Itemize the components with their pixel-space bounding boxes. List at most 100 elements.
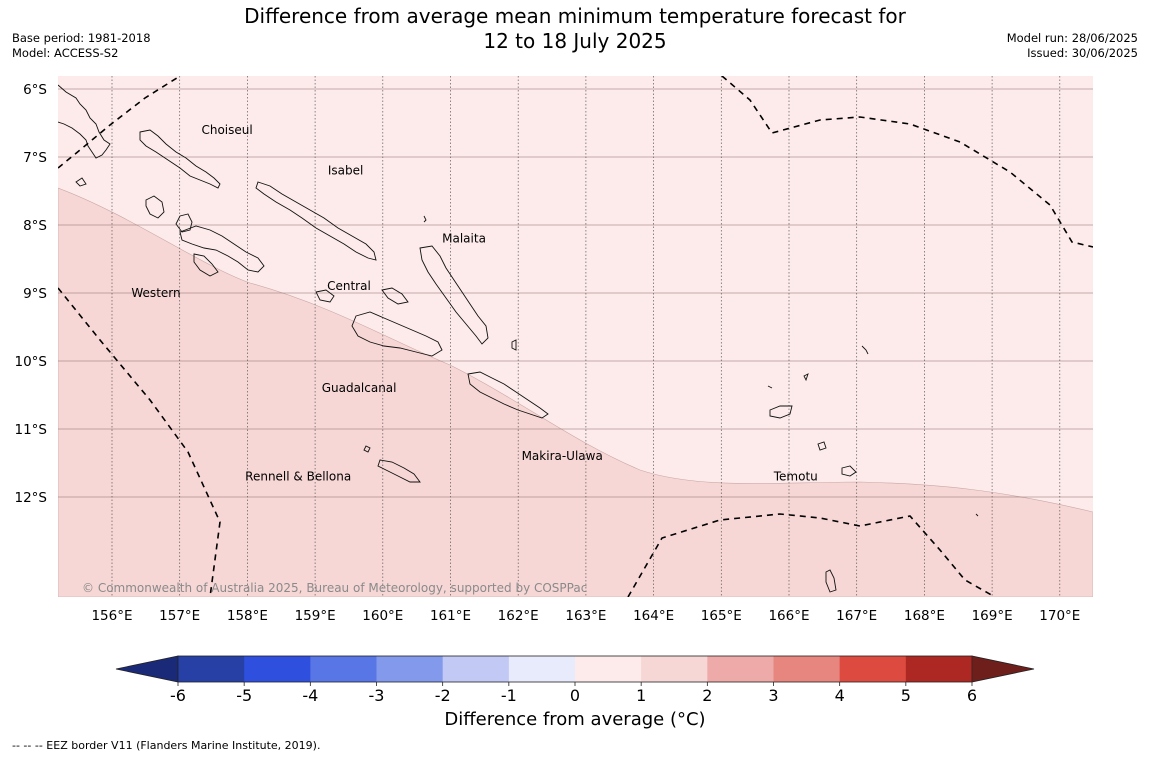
- latitude-label: 6°S: [23, 82, 47, 98]
- island-rendova: [193, 253, 219, 277]
- forecast-band-1-2: [58, 187, 1093, 597]
- colorbar-tick-label: -1: [501, 686, 517, 705]
- colorbar-tick-label: 4: [835, 686, 845, 705]
- longitude-label: 168°E: [904, 608, 945, 624]
- longitude-label: 169°E: [972, 608, 1013, 624]
- colorbar-tick-label: 1: [636, 686, 646, 705]
- title-line-2: 12 to 18 July 2025: [483, 29, 667, 53]
- longitude-label: 157°E: [159, 608, 200, 624]
- island-small-4: [767, 385, 773, 389]
- longitude-label: 158°E: [227, 608, 268, 624]
- region-label: Makira-Ulawa: [522, 449, 603, 463]
- model-text: Model: ACCESS-S2: [12, 46, 119, 60]
- island-vella-lavella: [145, 195, 165, 219]
- island-vanikoro: [841, 465, 857, 477]
- island-choiseul: [139, 129, 221, 189]
- colorbar-under-arrow: [115, 655, 179, 683]
- eez-footnote: -- -- -- EEZ border V11 (Flanders Marine…: [12, 739, 321, 752]
- region-label: Isabel: [328, 164, 363, 178]
- region-label: Temotu: [773, 470, 818, 484]
- island-duff: [861, 345, 869, 355]
- eez-borders: [58, 76, 1093, 597]
- longitude-label: 163°E: [565, 608, 606, 624]
- meta-left: Base period: 1981-2018 Model: ACCESS-S2: [12, 31, 151, 61]
- colorbar-label: Difference from average (°C): [444, 709, 706, 730]
- coastlines: [58, 84, 979, 593]
- copyright-text: © Commonwealth of Australia 2025, Bureau…: [82, 581, 587, 595]
- longitude-labels: 156°E 157°E 158°E 159°E 160°E 161°E 162°E 163°E…: [91, 608, 1080, 624]
- longitude-label: 156°E: [91, 608, 132, 624]
- island-bougainville: [58, 84, 111, 159]
- colorbar-tick-label: -6: [170, 686, 186, 705]
- eez-border-sw: [58, 287, 221, 597]
- colorbar-swatch: [442, 656, 510, 682]
- colorbar-tick-label: -3: [369, 686, 385, 705]
- graticule: [58, 76, 1093, 597]
- longitude-label: 160°E: [362, 608, 403, 624]
- colorbar-tick-label: 0: [570, 686, 580, 705]
- map-title: Difference from average mean minimum tem…: [0, 4, 1150, 54]
- island-small-1: [423, 215, 427, 223]
- island-ndende: [769, 405, 793, 419]
- island-guadalcanal: [351, 311, 443, 357]
- title-line-1: Difference from average mean minimum tem…: [244, 4, 906, 28]
- colorbar-swatch: [707, 656, 774, 682]
- island-new-georgia: [179, 225, 265, 273]
- island-russell: [381, 287, 409, 305]
- colorbar-swatch: [641, 656, 708, 682]
- region-label: Rennell & Bellona: [245, 470, 351, 484]
- colorbar-swatch: [508, 656, 576, 682]
- colorbar-swatch: [905, 656, 973, 682]
- colorbar-tick-label: 3: [768, 686, 778, 705]
- colorbar-swatch: [310, 656, 377, 682]
- colorbar-tick-label: 6: [967, 686, 977, 705]
- longitude-label: 159°E: [295, 608, 336, 624]
- colorbar-tick-label: -2: [435, 686, 451, 705]
- island-small-2: [511, 339, 517, 351]
- island-malaita: [419, 245, 489, 345]
- model-run-text: Model run: 28/06/2025: [1006, 31, 1138, 45]
- longitude-label: 170°E: [1039, 608, 1080, 624]
- colorbar: -6 -5 -4 -3 -2 -1 0 1 2 3 4 5 6: [115, 655, 1035, 705]
- colorbar-tick-label: -5: [236, 686, 252, 705]
- region-label: Choiseul: [201, 123, 252, 137]
- longitude-label: 166°E: [768, 608, 809, 624]
- colorbar-tick-label: 5: [901, 686, 911, 705]
- latitude-labels: 6°S 7°S 8°S 9°S 10°S 11°S 12°S: [15, 82, 48, 506]
- island-makira: [467, 371, 549, 419]
- island-small-3: [975, 513, 979, 517]
- region-label: Central: [327, 279, 371, 293]
- longitude-label: 165°E: [701, 608, 742, 624]
- colorbar-tick-label: -4: [302, 686, 318, 705]
- region-labels: Choiseul Isabel Malaita Western Central Guada…: [131, 123, 817, 484]
- colorbar-swatch: [773, 656, 841, 682]
- island-utupua: [817, 441, 827, 451]
- colorbar-swatch: [575, 656, 642, 682]
- meta-right: Model run: 28/06/2025 Issued: 30/06/2025: [1007, 31, 1138, 61]
- island-florida: [315, 289, 335, 303]
- colorbar-swatch: [178, 656, 245, 682]
- base-period-text: Base period: 1981-2018: [12, 31, 151, 45]
- region-label: Malaita: [442, 232, 486, 246]
- island-bellona: [363, 445, 371, 453]
- island-isabel: [255, 181, 377, 261]
- island-kolombangara: [175, 213, 193, 233]
- latitude-label: 10°S: [15, 354, 48, 370]
- eez-border-nw: [58, 76, 181, 169]
- region-label: Western: [131, 286, 180, 300]
- island-tikopia: [825, 569, 837, 593]
- island-shortlands: [75, 177, 87, 187]
- colorbar-swatch: [839, 656, 907, 682]
- latitude-label: 8°S: [23, 218, 47, 234]
- issued-text: Issued: 30/06/2025: [1027, 46, 1138, 60]
- latitude-label: 7°S: [23, 150, 47, 166]
- island-reef-islands: [803, 373, 809, 382]
- eez-border-s: [627, 513, 996, 597]
- longitude-label: 162°E: [498, 608, 539, 624]
- region-label: Guadalcanal: [322, 381, 397, 395]
- map-area: Choiseul Isabel Malaita Western Central Guada…: [58, 76, 1093, 597]
- island-rennell: [377, 459, 421, 483]
- longitude-label: 167°E: [836, 608, 877, 624]
